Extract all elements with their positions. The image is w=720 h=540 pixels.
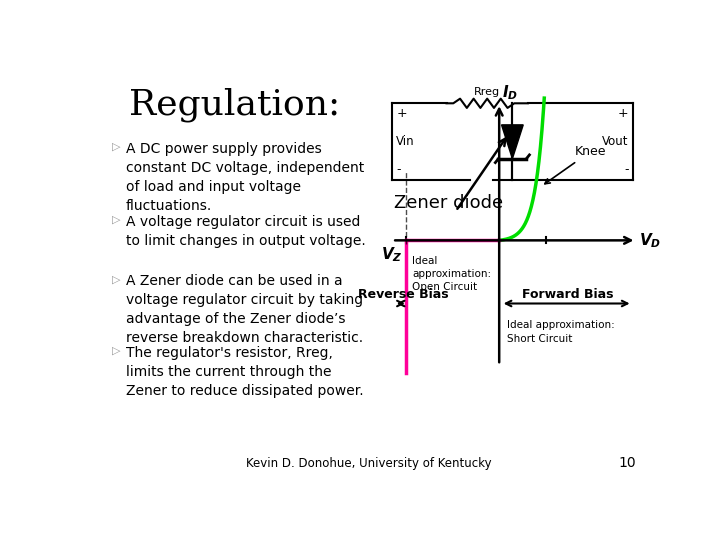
Text: Vin: Vin [396,136,415,148]
Text: Kevin D. Donohue, University of Kentucky: Kevin D. Donohue, University of Kentucky [246,457,492,470]
Text: Rreg: Rreg [474,87,500,97]
Text: Ideal approximation:
Short Circuit: Ideal approximation: Short Circuit [507,320,615,343]
Text: ▷: ▷ [112,215,120,225]
Text: A voltage regulator circuit is used
to limit changes in output voltage.: A voltage regulator circuit is used to l… [126,215,365,248]
Text: ▷: ▷ [112,274,120,284]
Text: $\boldsymbol{V}_{\boldsymbol{D}}$: $\boldsymbol{V}_{\boldsymbol{D}}$ [639,231,661,249]
Text: +: + [618,107,629,120]
Text: Reverse Bias: Reverse Bias [358,288,449,301]
Text: Ideal
approximation:
Open Circuit: Ideal approximation: Open Circuit [413,256,492,292]
Text: +: + [396,107,407,120]
Text: The regulator's resistor, Rreg,
limits the current through the
Zener to reduce d: The regulator's resistor, Rreg, limits t… [126,346,364,398]
Text: Vout: Vout [602,136,629,148]
Text: Forward Bias: Forward Bias [522,288,613,301]
Text: Knee: Knee [545,145,606,184]
Text: $\boldsymbol{V}_{\boldsymbol{Z}}$: $\boldsymbol{V}_{\boldsymbol{Z}}$ [382,245,403,264]
Text: -: - [624,164,629,177]
Text: ▷: ▷ [112,142,120,152]
Text: A Zener diode can be used in a
voltage regulator circuit by taking
advantage of : A Zener diode can be used in a voltage r… [126,274,363,345]
Text: Regulation:: Regulation: [129,88,340,123]
Polygon shape [502,125,523,159]
Text: A DC power supply provides
constant DC voltage, independent
of load and input vo: A DC power supply provides constant DC v… [126,142,364,213]
Text: 10: 10 [618,456,636,470]
Text: $\boldsymbol{I}_{\boldsymbol{D}}$: $\boldsymbol{I}_{\boldsymbol{D}}$ [503,83,518,102]
Text: ▷: ▷ [112,346,120,356]
Text: Zener diode: Zener diode [394,194,503,212]
Text: -: - [396,164,400,177]
